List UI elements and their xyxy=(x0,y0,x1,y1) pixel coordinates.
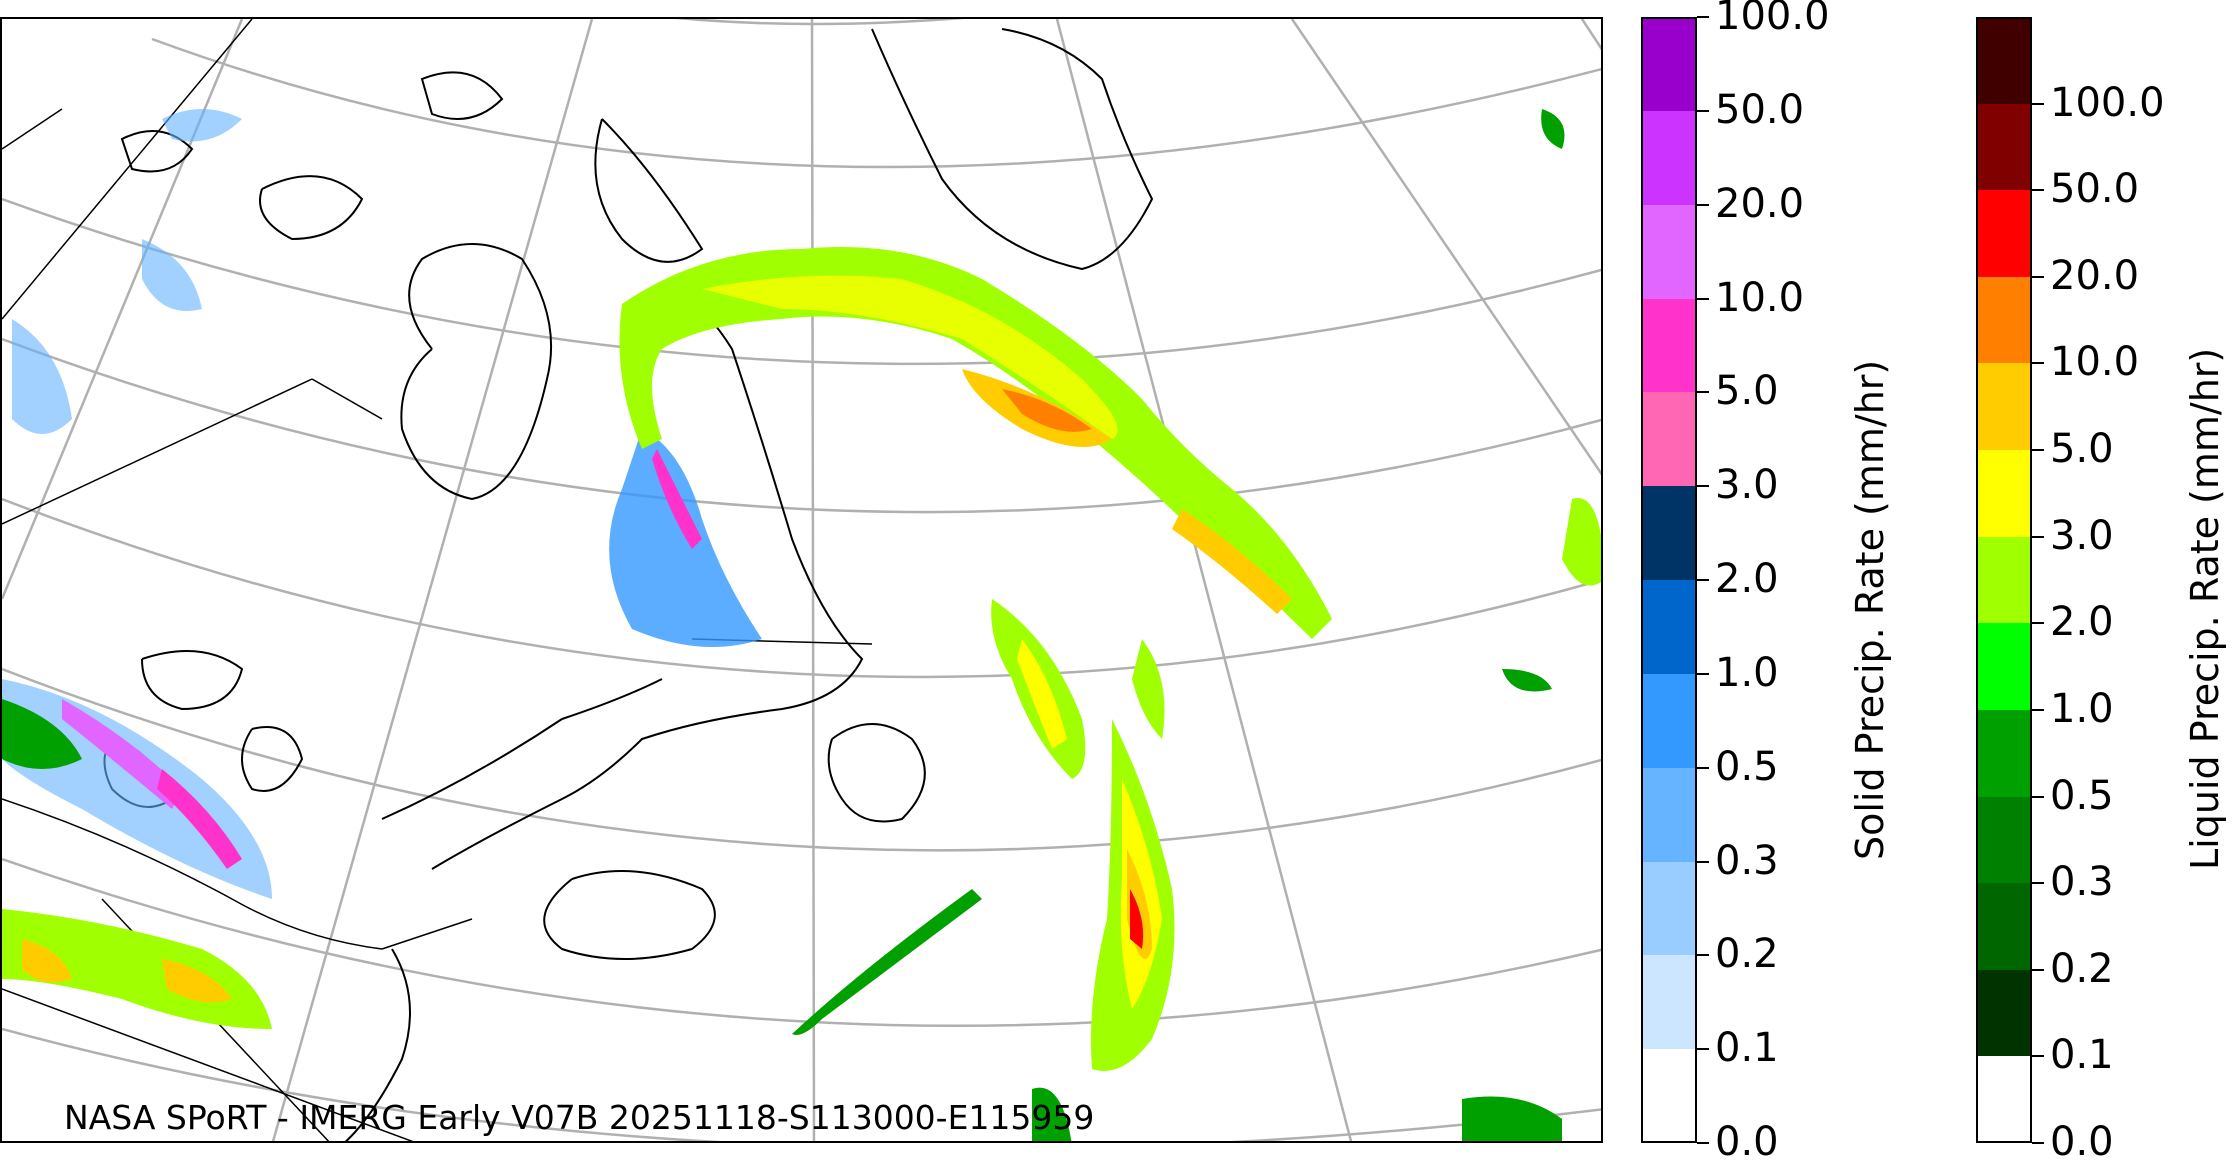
solid-colorbar-segment xyxy=(1641,392,1697,487)
precip-solid xyxy=(2,109,762,899)
liquid-colorbar-segment xyxy=(1976,796,2032,884)
liquid-colorbar-tick xyxy=(2032,275,2044,278)
liquid-colorbar-segment xyxy=(1976,363,2032,451)
liquid-colorbar-segment xyxy=(1976,450,2032,538)
solid-colorbar-segment xyxy=(1641,580,1697,675)
liquid-colorbar-segment xyxy=(1976,276,2032,364)
solid-colorbar-segment xyxy=(1641,110,1697,206)
liquid-colorbar-tick-label: 50.0 xyxy=(2050,166,2140,213)
solid-colorbar-tick-label: 10.0 xyxy=(1715,274,1805,321)
solid-colorbar-tick xyxy=(1697,860,1709,863)
map-canvas xyxy=(2,19,1601,1141)
liquid-colorbar-tick-label: 20.0 xyxy=(2050,252,2140,299)
data-credit: NASA SPoRT - IMERG Early V07B 20251118-S… xyxy=(64,1098,1095,1137)
liquid-colorbar-tick-label: 3.0 xyxy=(2050,512,2114,559)
liquid-colorbar-tick-label: 0.5 xyxy=(2050,772,2114,819)
liquid-colorbar-tick xyxy=(2032,968,2044,971)
solid-colorbar-tick-label: 50.0 xyxy=(1715,86,1805,133)
liquid-colorbar-segment xyxy=(1976,883,2032,971)
liquid-colorbar-segment xyxy=(1976,709,2032,798)
solid-colorbar-label: Solid Precip. Rate (mm/hr) xyxy=(1848,359,1892,860)
liquid-colorbar-tick-label: 2.0 xyxy=(2050,599,2114,646)
solid-colorbar-tick xyxy=(1697,954,1709,957)
liquid-colorbar-segment xyxy=(1976,190,2032,278)
solid-colorbar-tick xyxy=(1697,766,1709,769)
solid-colorbar-tick xyxy=(1697,16,1709,18)
solid-colorbar-tick xyxy=(1697,1048,1709,1051)
liquid-colorbar-tick xyxy=(2032,189,2044,192)
liquid-colorbar-tick xyxy=(2032,1142,2044,1144)
solid-colorbar-tick-label: 0.2 xyxy=(1715,931,1779,978)
solid-colorbar-tick-label: 20.0 xyxy=(1715,180,1805,227)
liquid-colorbar-tick-label: 100.0 xyxy=(2050,79,2165,126)
solid-colorbar-segment xyxy=(1641,1049,1697,1144)
liquid-colorbar-tick-label: 0.2 xyxy=(2050,945,2114,992)
solid-colorbar-tick xyxy=(1697,579,1709,581)
precipitation-map xyxy=(0,17,1603,1143)
solid-colorbar-segment xyxy=(1641,486,1697,581)
liquid-colorbar-segment xyxy=(1976,103,2032,191)
solid-colorbar-segment xyxy=(1641,955,1697,1050)
solid-colorbar-tick-label: 3.0 xyxy=(1715,462,1779,509)
solid-colorbar-segment xyxy=(1641,767,1697,862)
solid-colorbar-segment xyxy=(1641,861,1697,956)
solid-colorbar-segment xyxy=(1641,298,1697,393)
liquid-colorbar-tick xyxy=(2032,708,2044,711)
solid-colorbar-tick-label: 100.0 xyxy=(1715,0,1830,39)
solid-colorbar-tick-label: 5.0 xyxy=(1715,368,1779,415)
liquid-colorbar-tick xyxy=(2032,882,2044,885)
solid-colorbar-tick-label: 0.3 xyxy=(1715,837,1779,884)
liquid-colorbar-label: Liquid Precip. Rate (mm/hr) xyxy=(2183,347,2227,870)
liquid-colorbar-tick xyxy=(2032,102,2044,105)
solid-colorbar-tick-label: 0.1 xyxy=(1715,1025,1779,1072)
solid-colorbar-segment xyxy=(1641,17,1697,112)
liquid-colorbar-tick-label: 0.1 xyxy=(2050,1032,2114,1079)
solid-colorbar-tick xyxy=(1697,203,1709,206)
solid-colorbar-tick xyxy=(1697,1142,1709,1144)
liquid-colorbar-segment xyxy=(1976,536,2032,624)
solid-colorbar-tick-label: 0.5 xyxy=(1715,743,1779,790)
solid-colorbar-tick xyxy=(1697,109,1709,112)
solid-colorbar-tick-label: 2.0 xyxy=(1715,556,1779,602)
precip-liquid xyxy=(2,109,1601,1141)
liquid-precip-colorbar xyxy=(1976,17,2032,1144)
solid-colorbar-tick xyxy=(1697,485,1709,488)
liquid-colorbar-segment xyxy=(1976,17,2032,105)
liquid-colorbar-segment xyxy=(1976,1056,2032,1144)
liquid-colorbar-tick xyxy=(2032,622,2044,625)
solid-colorbar-segment xyxy=(1641,204,1697,299)
liquid-colorbar-tick xyxy=(2032,449,2044,452)
liquid-colorbar-segment xyxy=(1976,623,2032,711)
solid-colorbar-segment xyxy=(1641,673,1697,769)
graticule xyxy=(2,19,1601,1141)
liquid-colorbar-tick-label: 0.0 xyxy=(2050,1119,2114,1165)
liquid-colorbar-tick-label: 5.0 xyxy=(2050,426,2114,473)
solid-colorbar-tick xyxy=(1697,391,1709,394)
solid-colorbar-tick xyxy=(1697,672,1709,675)
solid-colorbar-tick-label: 0.0 xyxy=(1715,1119,1779,1165)
solid-colorbar-tick-label: 1.0 xyxy=(1715,649,1779,696)
liquid-colorbar-tick-label: 10.0 xyxy=(2050,339,2140,386)
liquid-colorbar-tick-label: 1.0 xyxy=(2050,685,2114,732)
liquid-colorbar-tick-label: 0.3 xyxy=(2050,859,2114,906)
solid-precip-colorbar xyxy=(1641,17,1697,1144)
liquid-colorbar-segment xyxy=(1976,969,2032,1057)
liquid-colorbar-tick xyxy=(2032,535,2044,538)
liquid-colorbar-tick xyxy=(2032,795,2044,798)
liquid-colorbar-tick xyxy=(2032,1055,2044,1058)
solid-colorbar-tick xyxy=(1697,297,1709,300)
liquid-colorbar-tick xyxy=(2032,362,2044,365)
